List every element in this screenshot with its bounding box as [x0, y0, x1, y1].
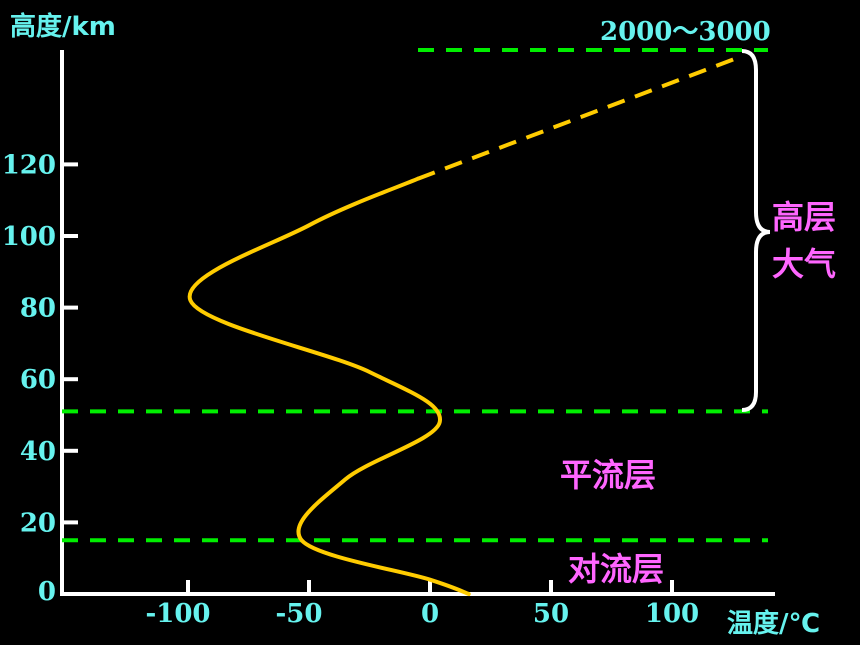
- top-altitude-label: 2000～3000: [600, 17, 771, 47]
- y-ticks: 0 20 40 60 80 100 120: [2, 150, 78, 607]
- x-axis-label: 温度/℃: [727, 608, 820, 639]
- y-tick-label: 20: [20, 508, 56, 538]
- x-ticks: -100 -50 0 50 100: [145, 580, 699, 629]
- layer-boundaries: [62, 48, 768, 543]
- temperature-curves: [187, 55, 741, 596]
- stratosphere-label: 平流层: [560, 456, 656, 494]
- upper-atmosphere-label-line1: 高层: [772, 198, 836, 236]
- upper-atmosphere-brace: [741, 49, 771, 412]
- y-tick-label: 60: [20, 365, 56, 395]
- y-tick-label: 80: [20, 294, 56, 324]
- upper-atmosphere-label-line2: 大气: [772, 245, 836, 283]
- temperature-curve-dashed: [417, 55, 741, 181]
- y-tick-label: 100: [2, 222, 56, 252]
- x-tick-label: 100: [645, 599, 699, 629]
- troposphere-label: 对流层: [568, 550, 664, 588]
- temperature-curve-solid: [187, 176, 471, 596]
- y-axis-label: 高度/km: [10, 11, 116, 42]
- x-tick-label: -50: [276, 599, 323, 629]
- y-tick-label: 0: [38, 577, 56, 607]
- x-tick-label: 50: [533, 599, 569, 629]
- y-tick-label: 40: [20, 437, 56, 467]
- y-tick-label: 120: [2, 150, 56, 180]
- x-tick-label: -100: [145, 599, 210, 629]
- x-tick-label: 0: [421, 599, 439, 629]
